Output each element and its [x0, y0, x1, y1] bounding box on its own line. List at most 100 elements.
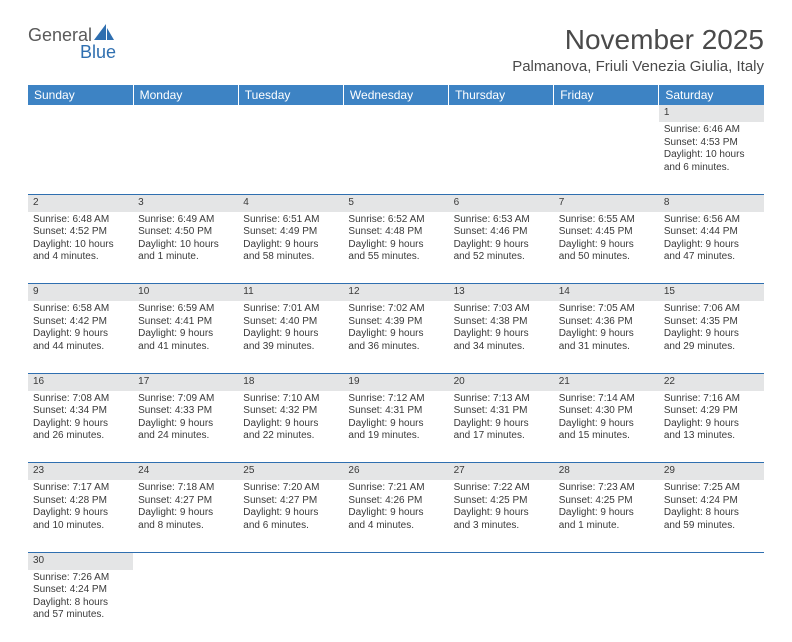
daynum-row: 1 [28, 105, 764, 122]
cell-line: and 47 minutes. [664, 251, 759, 264]
cell-line: and 3 minutes. [454, 520, 549, 533]
day-cell: Sunrise: 7:08 AMSunset: 4:34 PMDaylight:… [28, 391, 133, 463]
cell-line: Sunrise: 7:13 AM [454, 393, 549, 406]
day-number: 8 [659, 194, 764, 212]
day-number: 1 [659, 105, 764, 122]
logo: General Blue [28, 24, 116, 61]
logo-word1: General [28, 26, 92, 44]
day-cell: Sunrise: 6:59 AMSunset: 4:41 PMDaylight:… [133, 301, 238, 373]
cell-line: Sunset: 4:39 PM [348, 316, 443, 329]
cell-line: Daylight: 9 hours [243, 328, 338, 341]
cell-line: Daylight: 9 hours [348, 418, 443, 431]
day-number: 21 [554, 373, 659, 391]
day-cell: Sunrise: 7:26 AMSunset: 4:24 PMDaylight:… [28, 570, 133, 642]
day-number: 20 [449, 373, 554, 391]
cell-line: Daylight: 9 hours [243, 239, 338, 252]
cell-line: and 15 minutes. [559, 430, 654, 443]
cell-line: Sunset: 4:41 PM [138, 316, 233, 329]
cell-line: Sunset: 4:25 PM [559, 495, 654, 508]
day-header: Thursday [449, 85, 554, 105]
day-number: 28 [554, 463, 659, 481]
cell-line: Daylight: 9 hours [454, 507, 549, 520]
cell-line: Sunset: 4:24 PM [664, 495, 759, 508]
day-cell: Sunrise: 6:58 AMSunset: 4:42 PMDaylight:… [28, 301, 133, 373]
day-number: 23 [28, 463, 133, 481]
cell-line: Sunset: 4:25 PM [454, 495, 549, 508]
day-cell: Sunrise: 6:53 AMSunset: 4:46 PMDaylight:… [449, 212, 554, 284]
cell-line: Daylight: 9 hours [243, 507, 338, 520]
cell-line: Daylight: 9 hours [454, 418, 549, 431]
day-number [554, 552, 659, 570]
cell-line: and 36 minutes. [348, 341, 443, 354]
day-number: 17 [133, 373, 238, 391]
cell-line: and 52 minutes. [454, 251, 549, 264]
cell-line: and 6 minutes. [243, 520, 338, 533]
day-number: 16 [28, 373, 133, 391]
cell-line: Daylight: 9 hours [454, 239, 549, 252]
cell-line: Sunrise: 6:51 AM [243, 214, 338, 227]
cell-line: Daylight: 9 hours [454, 328, 549, 341]
day-header: Sunday [28, 85, 133, 105]
day-header: Saturday [659, 85, 764, 105]
cell-line: Daylight: 9 hours [33, 507, 128, 520]
cell-line: Sunrise: 7:20 AM [243, 482, 338, 495]
day-header: Monday [133, 85, 238, 105]
day-number [238, 105, 343, 122]
week-row: Sunrise: 6:48 AMSunset: 4:52 PMDaylight:… [28, 212, 764, 284]
cell-line: Sunset: 4:45 PM [559, 226, 654, 239]
day-cell: Sunrise: 6:52 AMSunset: 4:48 PMDaylight:… [343, 212, 448, 284]
day-number: 26 [343, 463, 448, 481]
cell-line: Sunset: 4:36 PM [559, 316, 654, 329]
day-number [659, 552, 764, 570]
cell-line: Sunrise: 7:21 AM [348, 482, 443, 495]
cell-line: Daylight: 9 hours [33, 418, 128, 431]
day-number: 29 [659, 463, 764, 481]
day-number: 18 [238, 373, 343, 391]
day-cell: Sunrise: 7:03 AMSunset: 4:38 PMDaylight:… [449, 301, 554, 373]
cell-line: and 17 minutes. [454, 430, 549, 443]
cell-line: and 59 minutes. [664, 520, 759, 533]
daynum-row: 23242526272829 [28, 463, 764, 481]
day-number: 13 [449, 284, 554, 302]
day-number: 3 [133, 194, 238, 212]
day-cell: Sunrise: 7:17 AMSunset: 4:28 PMDaylight:… [28, 480, 133, 552]
cell-line: and 10 minutes. [33, 520, 128, 533]
day-cell: Sunrise: 7:18 AMSunset: 4:27 PMDaylight:… [133, 480, 238, 552]
day-cell [659, 570, 764, 642]
week-row: Sunrise: 6:58 AMSunset: 4:42 PM Daylight:… [28, 301, 764, 373]
logo-word2: Blue [80, 43, 116, 61]
cell-line: Daylight: 9 hours [348, 507, 443, 520]
daynum-row: 2345678 [28, 194, 764, 212]
day-cell: Sunrise: 7:06 AMSunset: 4:35 PMDaylight:… [659, 301, 764, 373]
day-cell: Sunrise: 7:21 AMSunset: 4:26 PMDaylight:… [343, 480, 448, 552]
day-cell [28, 122, 133, 194]
day-number: 5 [343, 194, 448, 212]
cell-line: and 29 minutes. [664, 341, 759, 354]
cell-line: Sunrise: 6:49 AM [138, 214, 233, 227]
cell-line: Sunrise: 6:58 AM [33, 303, 128, 316]
day-header-row: SundayMondayTuesdayWednesdayThursdayFrid… [28, 85, 764, 105]
cell-line: Sunrise: 7:02 AM [348, 303, 443, 316]
cell-line: Sunrise: 6:56 AM [664, 214, 759, 227]
day-number: 12 [343, 284, 448, 302]
day-cell [554, 570, 659, 642]
day-cell: Sunrise: 7:10 AMSunset: 4:32 PMDaylight:… [238, 391, 343, 463]
day-number: 27 [449, 463, 554, 481]
cell-line: Daylight: 9 hours [559, 507, 654, 520]
month-title: November 2025 [512, 24, 764, 56]
cell-line: Daylight: 9 hours [138, 507, 233, 520]
cell-line: Sunset: 4:49 PM [243, 226, 338, 239]
cell-line: Sunset: 4:28 PM [33, 495, 128, 508]
cell-line: Sunset: 4:30 PM [559, 405, 654, 418]
cell-line: Sunset: 4:42 PM [33, 316, 128, 329]
day-number [133, 552, 238, 570]
day-cell [133, 570, 238, 642]
cell-line: Sunrise: 7:08 AM [33, 393, 128, 406]
location: Palmanova, Friuli Venezia Giulia, Italy [512, 58, 764, 75]
cell-line: Sunset: 4:38 PM [454, 316, 549, 329]
cell-line: Daylight: 9 hours [348, 239, 443, 252]
cell-line: Sunset: 4:31 PM [348, 405, 443, 418]
cell-line: Daylight: 9 hours [348, 328, 443, 341]
day-cell: Sunrise: 6:51 AMSunset: 4:49 PMDaylight:… [238, 212, 343, 284]
day-number [238, 552, 343, 570]
